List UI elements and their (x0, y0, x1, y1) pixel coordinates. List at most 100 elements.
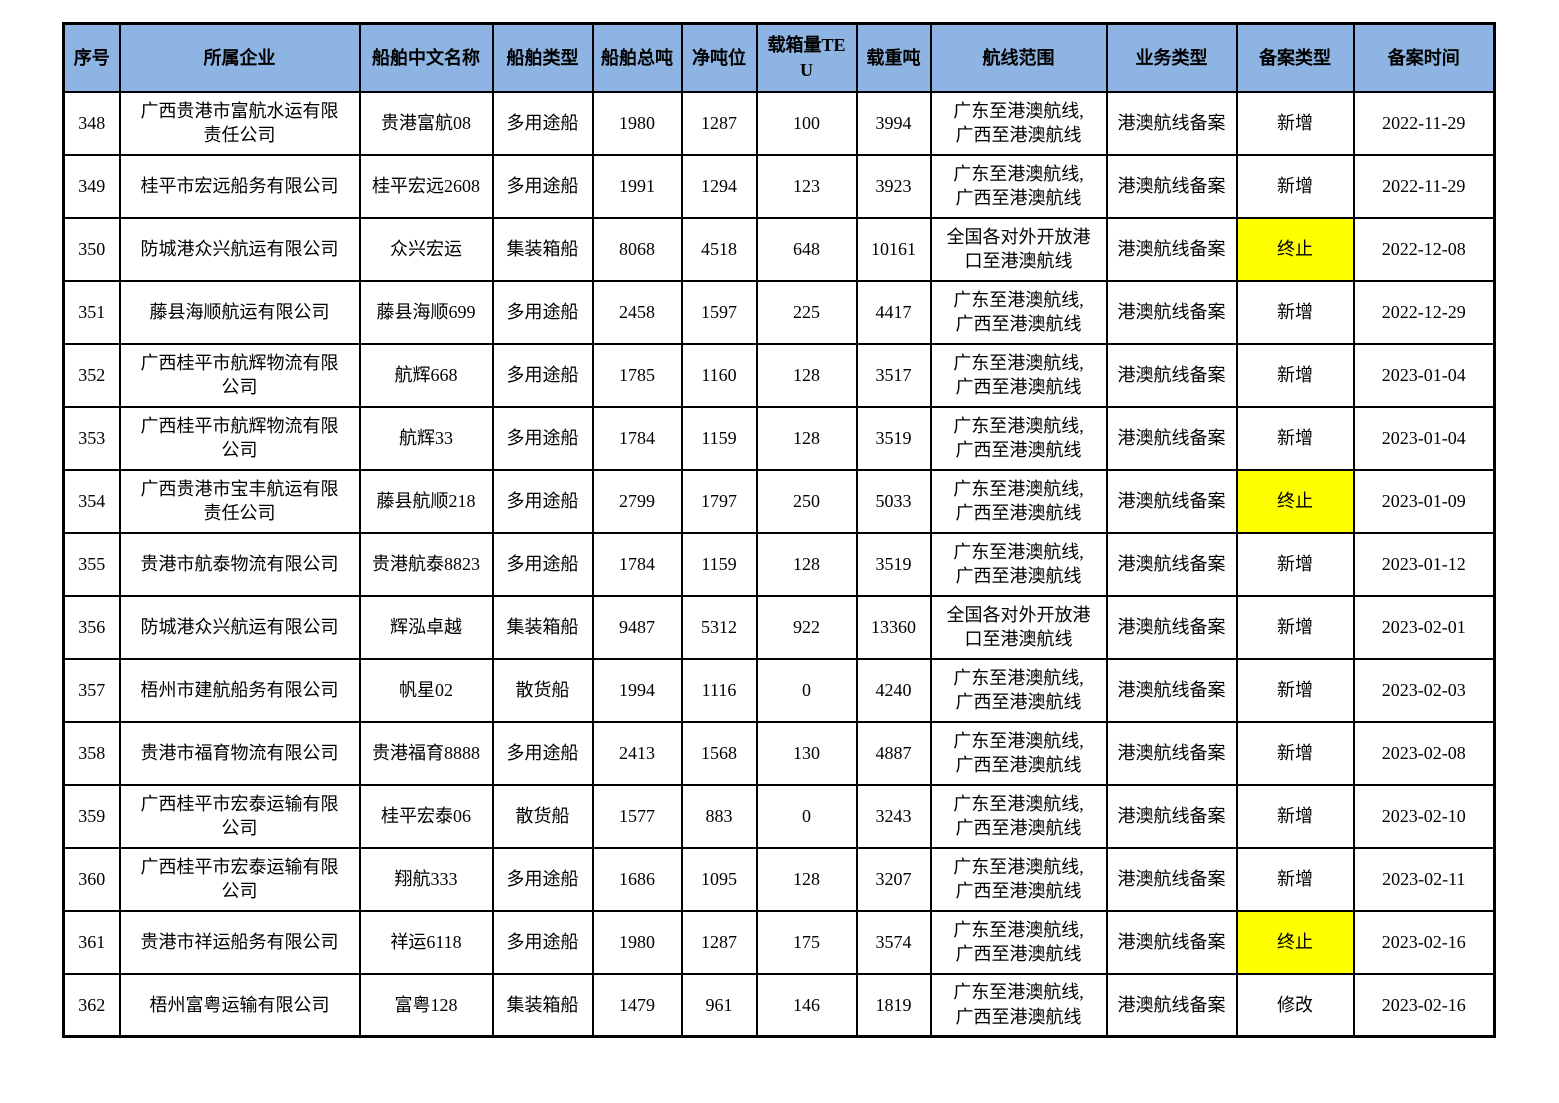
cell-filing-date: 2023-01-04 (1352, 342, 1496, 408)
column-header-filing-date: 备案时间 (1352, 22, 1496, 93)
cell-company: 广西桂平市宏泰运输有限 公司 (118, 846, 361, 912)
cell-net: 1797 (680, 468, 758, 534)
vessel-filing-table: 序号 所属企业 船舶中文名称 船舶类型 船舶总吨 净吨位 载箱量TEU 载重吨 … (62, 22, 1496, 1038)
cell-net: 961 (680, 972, 758, 1038)
cell-ship-name: 桂平宏泰06 (358, 783, 494, 849)
column-header-business-type: 业务类型 (1105, 22, 1238, 93)
cell-filing-type: 终止 (1235, 909, 1355, 975)
cell-filing-type: 新增 (1235, 153, 1355, 219)
cell-ship-name: 贵港航泰8823 (358, 531, 494, 597)
cell-seq: 353 (62, 405, 121, 471)
cell-deadweight: 10161 (855, 216, 932, 282)
cell-net: 5312 (680, 594, 758, 660)
cell-filing-type: 新增 (1235, 720, 1355, 786)
cell-ship-name: 桂平宏远2608 (358, 153, 494, 219)
cell-ship-name: 众兴宏运 (358, 216, 494, 282)
cell-company: 藤县海顺航运有限公司 (118, 279, 361, 345)
cell-net: 1159 (680, 405, 758, 471)
cell-net: 1294 (680, 153, 758, 219)
table-row: 356 防城港众兴航运有限公司 辉泓卓越 集装箱船 9487 5312 922 13360 全国… (62, 594, 1496, 660)
cell-filing-type: 新增 (1235, 90, 1355, 156)
cell-teu: 128 (755, 405, 858, 471)
cell-ship-type: 多用途船 (491, 405, 594, 471)
cell-business-type: 港澳航线备案 (1105, 909, 1238, 975)
cell-filing-type: 新增 (1235, 342, 1355, 408)
cell-net: 4518 (680, 216, 758, 282)
cell-company: 防城港众兴航运有限公司 (118, 594, 361, 660)
cell-seq: 350 (62, 216, 121, 282)
cell-gross: 2799 (591, 468, 683, 534)
cell-teu: 130 (755, 720, 858, 786)
cell-route: 广东至港澳航线, 广西至港澳航线 (929, 909, 1108, 975)
cell-net: 1159 (680, 531, 758, 597)
table-row: 355 贵港市航泰物流有限公司 贵港航泰8823 多用途船 1784 1159 128 351… (62, 531, 1496, 597)
cell-filing-date: 2023-02-10 (1352, 783, 1496, 849)
cell-business-type: 港澳航线备案 (1105, 720, 1238, 786)
cell-business-type: 港澳航线备案 (1105, 846, 1238, 912)
cell-gross: 1784 (591, 531, 683, 597)
cell-business-type: 港澳航线备案 (1105, 657, 1238, 723)
cell-ship-name: 富粤128 (358, 972, 494, 1038)
cell-filing-date: 2023-02-16 (1352, 909, 1496, 975)
cell-ship-name: 辉泓卓越 (358, 594, 494, 660)
cell-net: 1597 (680, 279, 758, 345)
column-header-seq: 序号 (62, 22, 121, 93)
cell-business-type: 港澳航线备案 (1105, 783, 1238, 849)
cell-ship-type: 多用途船 (491, 531, 594, 597)
cell-filing-type: 新增 (1235, 657, 1355, 723)
cell-gross: 1994 (591, 657, 683, 723)
cell-seq: 361 (62, 909, 121, 975)
cell-teu: 100 (755, 90, 858, 156)
cell-route: 广东至港澳航线, 广西至港澳航线 (929, 279, 1108, 345)
cell-net: 1095 (680, 846, 758, 912)
cell-route: 广东至港澳航线, 广西至港澳航线 (929, 846, 1108, 912)
table-row: 357 梧州市建航船务有限公司 帆星02 散货船 1994 1116 0 4240 广东至港澳航… (62, 657, 1496, 723)
cell-net: 883 (680, 783, 758, 849)
cell-filing-date: 2023-02-16 (1352, 972, 1496, 1038)
cell-deadweight: 1819 (855, 972, 932, 1038)
column-header-deadweight: 载重吨 (855, 22, 932, 93)
cell-ship-name: 航辉668 (358, 342, 494, 408)
cell-deadweight: 3923 (855, 153, 932, 219)
cell-gross: 1980 (591, 909, 683, 975)
cell-filing-type: 修改 (1235, 972, 1355, 1038)
cell-gross: 2458 (591, 279, 683, 345)
cell-company: 贵港市祥运船务有限公司 (118, 909, 361, 975)
table-row: 361 贵港市祥运船务有限公司 祥运6118 多用途船 1980 1287 175 3574 广… (62, 909, 1496, 975)
header-row: 序号 所属企业 船舶中文名称 船舶类型 船舶总吨 净吨位 载箱量TEU 载重吨 … (62, 22, 1496, 93)
cell-company: 广西贵港市宝丰航运有限 责任公司 (118, 468, 361, 534)
cell-filing-date: 2023-01-12 (1352, 531, 1496, 597)
cell-ship-name: 帆星02 (358, 657, 494, 723)
cell-filing-type: 新增 (1235, 531, 1355, 597)
cell-business-type: 港澳航线备案 (1105, 153, 1238, 219)
cell-filing-date: 2023-02-08 (1352, 720, 1496, 786)
cell-deadweight: 3243 (855, 783, 932, 849)
cell-gross: 9487 (591, 594, 683, 660)
cell-route: 广东至港澳航线, 广西至港澳航线 (929, 405, 1108, 471)
cell-company: 广西贵港市富航水运有限 责任公司 (118, 90, 361, 156)
column-header-ship-name: 船舶中文名称 (358, 22, 494, 93)
column-header-company: 所属企业 (118, 22, 361, 93)
cell-ship-name: 贵港福育8888 (358, 720, 494, 786)
cell-ship-name: 藤县海顺699 (358, 279, 494, 345)
cell-filing-type: 终止 (1235, 216, 1355, 282)
cell-gross: 1784 (591, 405, 683, 471)
cell-gross: 1577 (591, 783, 683, 849)
cell-teu: 0 (755, 783, 858, 849)
table-row: 362 梧州富粤运输有限公司 富粤128 集装箱船 1479 961 146 1819 广东至港… (62, 972, 1496, 1038)
cell-seq: 360 (62, 846, 121, 912)
cell-net: 1287 (680, 90, 758, 156)
cell-teu: 175 (755, 909, 858, 975)
cell-company: 贵港市福育物流有限公司 (118, 720, 361, 786)
table-row: 352 广西桂平市航辉物流有限 公司 航辉668 多用途船 1785 1160 128 351… (62, 342, 1496, 408)
cell-net: 1568 (680, 720, 758, 786)
cell-ship-type: 多用途船 (491, 153, 594, 219)
cell-deadweight: 3574 (855, 909, 932, 975)
cell-company: 防城港众兴航运有限公司 (118, 216, 361, 282)
cell-ship-type: 多用途船 (491, 279, 594, 345)
cell-business-type: 港澳航线备案 (1105, 531, 1238, 597)
cell-ship-type: 集装箱船 (491, 216, 594, 282)
column-header-filing-type: 备案类型 (1235, 22, 1355, 93)
table-row: 348 广西贵港市富航水运有限 责任公司 贵港富航08 多用途船 1980 1287 100… (62, 90, 1496, 156)
cell-deadweight: 5033 (855, 468, 932, 534)
